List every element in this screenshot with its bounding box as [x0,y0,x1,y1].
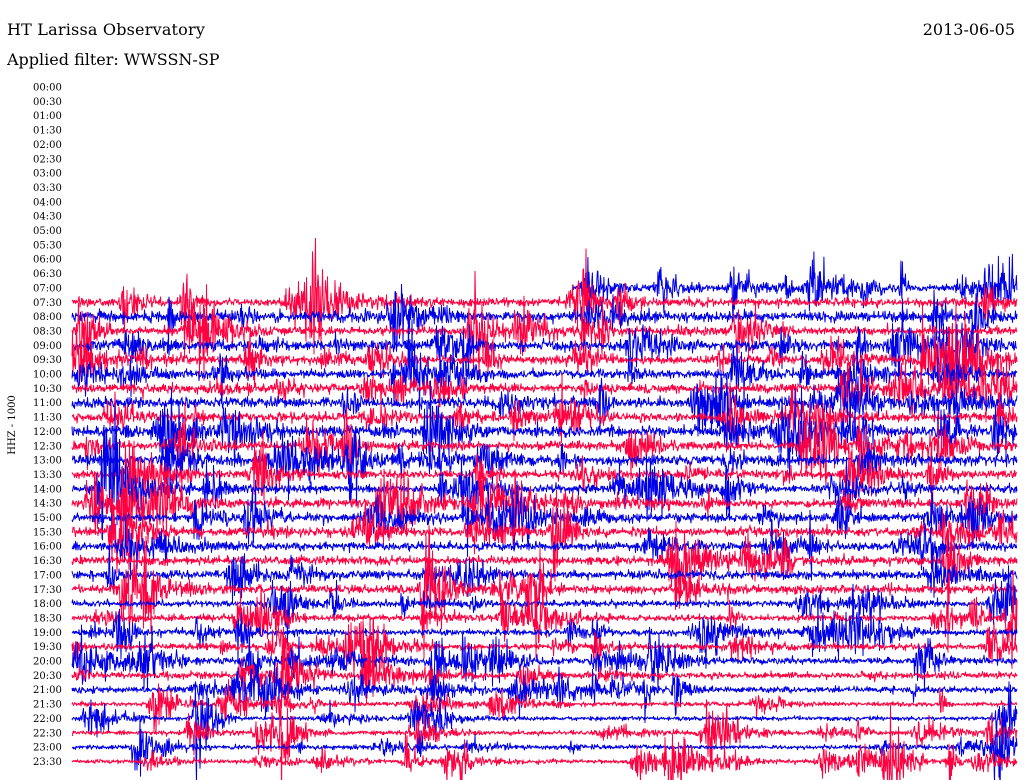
trace-row-2000 [71,624,1018,699]
trace-row-1700 [71,543,1018,604]
trace-row-1030 [71,353,1018,423]
tick-label: 05:30 [33,240,62,251]
tick-label: 18:30 [33,613,62,624]
tick-label: 23:30 [33,757,62,768]
tick-label: 06:00 [33,255,62,266]
trace-row-1500 [71,479,1018,552]
page-title: HT Larissa Observatory [7,20,206,39]
tick-label: 23:00 [33,743,62,754]
trace-row-0900 [71,298,1018,388]
tick-label: 15:00 [33,513,62,524]
tick-label: 02:00 [33,140,62,151]
tick-label: 05:00 [33,226,62,237]
tick-label: 19:30 [33,642,62,653]
tick-label: 14:00 [33,484,62,495]
tick-label: 12:30 [33,441,62,452]
tick-label: 16:00 [33,542,62,553]
tick-label: 08:00 [33,312,62,323]
trace-row-1930 [71,610,1018,703]
tick-label: 04:00 [33,197,62,208]
tick-label: 21:30 [33,700,62,711]
trace-row-1400 [71,405,1018,558]
trace-row-1000 [71,311,1018,416]
tick-label: 18:00 [33,599,62,610]
tick-label: 16:30 [33,556,62,567]
tick-label: 01:30 [33,126,62,137]
tick-label: 03:30 [33,183,62,194]
trace-row-0730 [71,237,1018,358]
trace-row-0930 [71,303,1018,408]
tick-label: 10:00 [33,370,62,381]
filter-label: Applied filter: WWSSN-SP [7,50,220,69]
tick-label: 07:30 [33,298,62,309]
tick-label: 01:00 [33,111,62,122]
tick-label: 00:30 [33,97,62,108]
trace-row-2030 [71,645,1018,706]
trace-row-1800 [71,565,1018,647]
tick-label: 08:30 [33,326,62,337]
trace-row-2130 [71,679,1018,735]
trace-row-1600 [71,509,1017,581]
seismic-traces [71,237,1018,780]
tick-label: 17:30 [33,585,62,596]
tick-label: 07:00 [33,283,62,294]
trace-row-1130 [71,373,1018,453]
tick-label: 11:30 [33,413,62,424]
tick-label: 04:30 [33,212,62,223]
tick-label: 06:30 [33,269,62,280]
trace-row-1900 [71,583,1018,669]
tick-label: 02:30 [33,154,62,165]
trace-row-2230 [71,699,1018,780]
tick-label: 21:00 [33,685,62,696]
trace-row-2300 [71,716,1018,780]
trace-row-2200 [71,681,1018,780]
tick-label: 20:00 [33,657,62,668]
tick-label: 20:30 [33,671,62,682]
tick-label: 22:00 [33,714,62,725]
tick-label: 19:00 [33,628,62,639]
tick-label: 15:30 [33,527,62,538]
trace-row-0700 [572,251,1018,325]
tick-label: 13:00 [33,456,62,467]
trace-row-1630 [71,520,1018,653]
tick-label: 03:00 [33,169,62,180]
tick-label: 09:00 [33,341,62,352]
y-axis-label: HHZ - 1000 [7,395,18,455]
tick-label: 14:30 [33,499,62,510]
trace-row-1530 [71,488,1018,582]
tick-label: 09:30 [33,355,62,366]
tick-label: 13:30 [33,470,62,481]
date-label: 2013-06-05 [922,20,1015,39]
trace-row-1830 [71,569,1018,669]
tick-label: 11:00 [33,398,62,409]
trace-row-1230 [71,402,1018,487]
tick-label: 22:30 [33,728,62,739]
trace-row-2330 [71,704,1018,780]
tick-label: 12:00 [33,427,62,438]
time-tick-labels: 00:00 00:30 01:00 01:30 02:00 02:30 03:00 03:30… [33,83,62,768]
tick-label: 00:00 [33,83,62,94]
trace-row-2100 [71,659,1018,724]
trace-row-1730 [71,525,1018,659]
tick-label: 17:00 [33,570,62,581]
trace-row-1330 [71,430,1017,515]
tick-label: 10:30 [33,384,62,395]
